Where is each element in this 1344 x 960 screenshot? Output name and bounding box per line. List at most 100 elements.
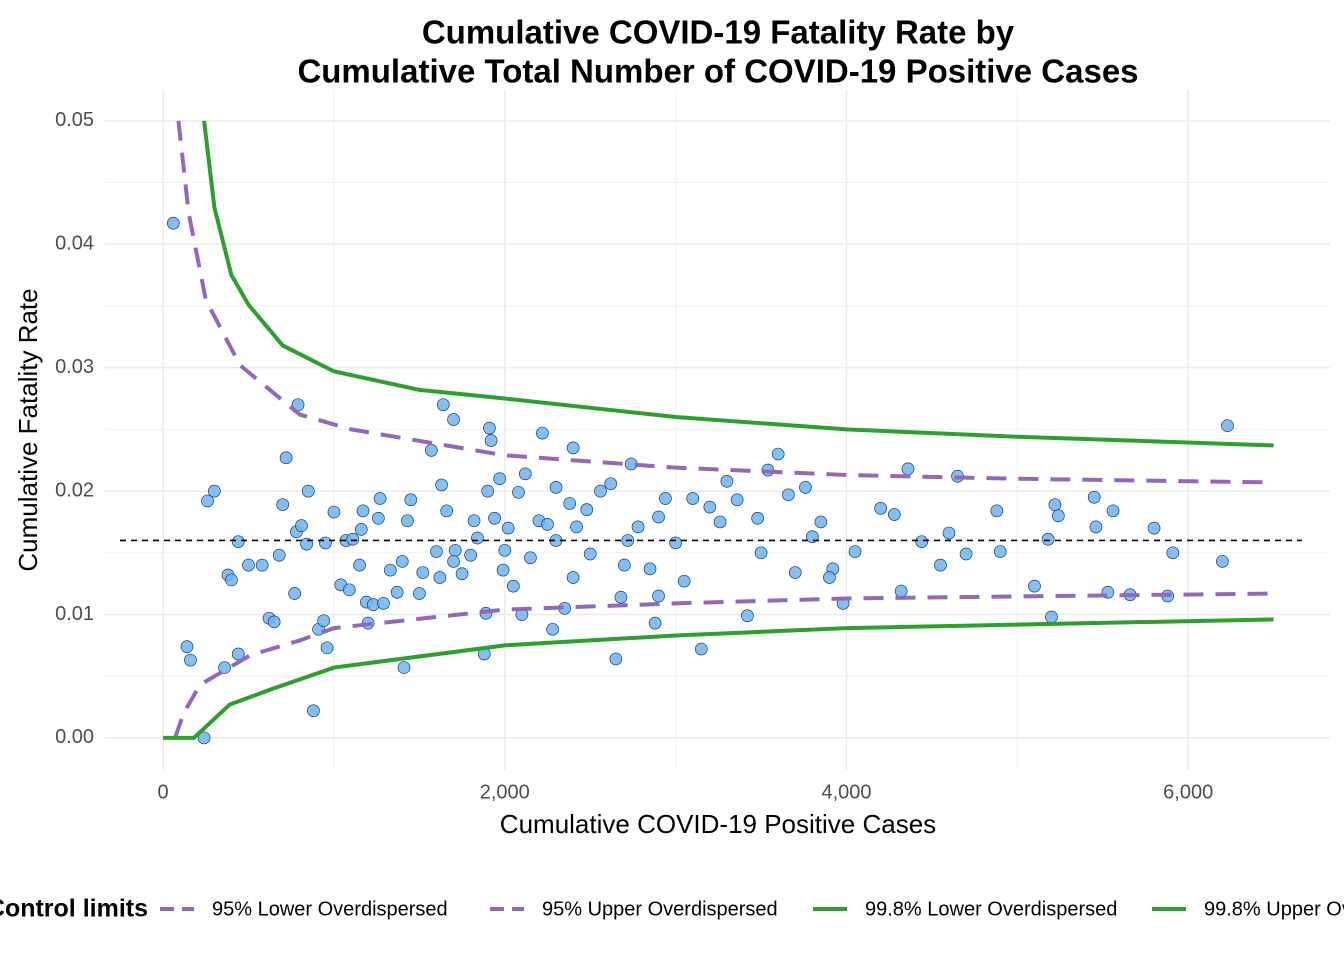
data-point	[771, 447, 785, 461]
data-point	[541, 518, 554, 531]
data-point	[751, 511, 764, 525]
x-tick-label: 4,000	[821, 781, 871, 803]
data-point	[566, 441, 580, 455]
data-point	[549, 481, 563, 494]
legend-label: 99.8% Upper Overdispersed	[1204, 898, 1344, 920]
data-point	[631, 520, 645, 534]
data-point	[488, 511, 501, 525]
data-point	[353, 558, 366, 572]
data-point	[594, 484, 607, 498]
data-point	[390, 585, 404, 599]
data-point	[618, 558, 631, 572]
data-point	[279, 451, 293, 465]
data-point	[255, 558, 269, 572]
data-point	[506, 579, 520, 593]
data-point	[1051, 509, 1065, 523]
data-point	[231, 535, 245, 549]
data-point	[669, 536, 682, 550]
data-point	[317, 614, 331, 628]
data-point	[242, 558, 255, 572]
data-point	[166, 216, 180, 230]
data-point	[404, 493, 418, 507]
data-point	[288, 587, 301, 600]
data-point	[874, 502, 888, 515]
data-point	[424, 444, 438, 457]
data-point	[276, 498, 290, 512]
data-point	[501, 521, 515, 535]
data-point	[518, 467, 532, 481]
data-point	[197, 731, 211, 745]
data-point	[713, 515, 727, 529]
data-point	[372, 511, 385, 525]
data-point	[493, 472, 507, 486]
data-point	[546, 622, 559, 636]
data-point	[1048, 498, 1062, 512]
data-point	[570, 520, 583, 534]
data-point	[447, 555, 460, 568]
data-point	[652, 510, 665, 524]
data-point	[959, 547, 973, 561]
data-point	[754, 546, 768, 560]
data-point	[436, 398, 450, 412]
data-point	[440, 504, 454, 518]
data-point	[703, 500, 717, 514]
data-point	[180, 640, 194, 653]
data-point	[604, 477, 618, 491]
data-point	[694, 642, 708, 656]
data-point	[536, 426, 549, 440]
data-point	[894, 584, 908, 598]
y-axis-title: Cumulative Fatality Rate	[13, 288, 43, 571]
data-point	[648, 616, 662, 630]
data-point	[272, 548, 286, 562]
y-tick-label: 0.03	[55, 356, 94, 378]
data-point	[464, 548, 477, 562]
control-limit-line	[163, 617, 1274, 740]
data-point	[901, 462, 915, 476]
data-point	[1221, 419, 1234, 433]
data-point	[915, 535, 929, 549]
data-point	[377, 597, 390, 610]
data-point	[225, 573, 238, 587]
data-point	[741, 609, 754, 623]
data-point	[993, 545, 1007, 558]
data-point	[483, 421, 496, 435]
data-point	[1216, 555, 1229, 568]
data-point	[1028, 579, 1041, 593]
data-point	[1147, 521, 1161, 535]
y-tick-label: 0.02	[55, 479, 94, 501]
x-tick-label: 2,000	[480, 781, 530, 803]
data-point	[455, 567, 469, 581]
legend-label: 99.8% Lower Overdispersed	[865, 898, 1117, 920]
data-point	[823, 571, 836, 584]
data-point	[566, 571, 580, 584]
data-point	[207, 484, 221, 498]
data-point	[416, 566, 430, 579]
data-point	[563, 497, 577, 510]
data-point	[659, 492, 672, 505]
data-point	[448, 543, 462, 557]
data-point	[395, 555, 409, 568]
data-point	[471, 531, 484, 545]
control-limit-line	[176, 120, 1274, 485]
control-limit-line	[202, 120, 1274, 448]
data-point	[373, 492, 387, 505]
x-tick-label: 6,000	[1163, 781, 1213, 803]
x-tick-label: 0	[158, 781, 169, 803]
x-axis-title: Cumulative COVID-19 Positive Cases	[500, 809, 936, 839]
data-point	[942, 526, 956, 540]
data-point	[301, 484, 315, 498]
data-point	[524, 551, 537, 565]
y-tick-label: 0.00	[55, 726, 94, 748]
data-point	[267, 615, 281, 629]
data-point	[430, 545, 443, 558]
data-point	[319, 536, 332, 550]
data-point	[643, 562, 657, 576]
data-point	[327, 505, 341, 519]
chart-title: Cumulative COVID-19 Fatality Rate by	[422, 14, 1015, 51]
data-point	[413, 587, 426, 600]
data-point	[356, 504, 370, 518]
data-point	[720, 474, 734, 488]
data-point	[1045, 610, 1058, 624]
data-point	[401, 514, 414, 528]
